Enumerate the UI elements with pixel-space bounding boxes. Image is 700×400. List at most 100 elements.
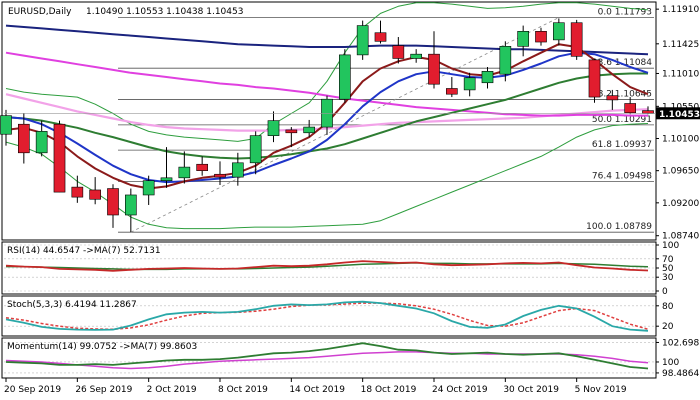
candle-body <box>410 53 422 59</box>
price-tick-label: 1.11910 <box>662 5 699 15</box>
fib-trendline <box>130 17 560 233</box>
candle <box>624 97 636 115</box>
candle <box>606 89 619 110</box>
candle-body <box>606 95 619 101</box>
candle-body <box>178 166 191 179</box>
candle <box>125 188 137 233</box>
rsi-label: RSI(14) 44.6547 ->MA(7) 52.7131 <box>7 246 161 256</box>
candle <box>374 20 387 44</box>
candle <box>356 20 369 60</box>
price-tick-label: 1.08740 <box>662 232 699 242</box>
price-tick-label: 1.11425 <box>662 40 699 50</box>
date-label: 14 Oct 2019 <box>289 385 345 395</box>
price-tick-label: 1.10100 <box>662 135 699 145</box>
stoch-panel: 80 20 Stoch(5,3,3) 6.4194 11.2867 <box>1 295 674 337</box>
candle <box>339 49 351 103</box>
candle <box>196 156 208 176</box>
chart-title: EURUSD,Daily <box>8 7 72 17</box>
price-panel: 1.119101.114251.110101.105501.101001.096… <box>0 1 700 242</box>
price-tick-label: 1.09650 <box>662 167 699 177</box>
candle <box>499 41 512 82</box>
date-label: 18 Oct 2019 <box>361 385 417 395</box>
date-label: 30 Oct 2019 <box>503 385 559 395</box>
candle <box>18 113 30 164</box>
candle <box>35 120 48 157</box>
candle-body <box>392 45 405 59</box>
date-label: 26 Sep 2019 <box>75 385 132 395</box>
candle-body <box>196 163 208 171</box>
candle <box>446 77 458 98</box>
candle <box>410 49 422 63</box>
momentum-main-line <box>5 342 649 370</box>
ma-line-green <box>5 72 648 160</box>
rsi-tick-label: 50 <box>662 264 674 274</box>
candle-body <box>588 59 601 98</box>
candle <box>249 131 262 175</box>
candle-body <box>481 71 494 84</box>
candle-body <box>125 194 137 216</box>
candle <box>481 67 494 89</box>
candle-body <box>446 88 458 95</box>
candle <box>570 19 583 60</box>
rsi-tick-label: 70 <box>662 255 674 265</box>
ma-line-magenta <box>5 51 648 117</box>
fib-level-label: 0.0 1.11793 <box>598 8 652 18</box>
candle-body <box>356 25 369 56</box>
ohlc-readout: 1.10490 1.10553 1.10438 1.10453 <box>86 7 243 17</box>
fib-level-label: 61.8 1.09937 <box>592 140 652 150</box>
date-label: 20 Sep 2019 <box>4 385 61 395</box>
momentum-tick-label: 98.4864 <box>662 369 699 379</box>
candle <box>285 127 298 148</box>
candle <box>0 109 12 146</box>
candle-body <box>214 173 226 178</box>
rsi-tick-label: 0 <box>662 287 668 297</box>
candle-body <box>71 186 84 198</box>
current-price-box <box>656 107 700 120</box>
fib-level-label: 100.0 1.08789 <box>586 222 652 232</box>
momentum-tick-label: 100 <box>662 358 679 368</box>
candle-body <box>249 135 262 164</box>
stoch-label: Stoch(5,3,3) 6.4194 11.2867 <box>7 300 137 310</box>
candle-body <box>107 188 119 216</box>
candle <box>107 184 119 228</box>
stoch-tick-label: 80 <box>662 302 674 312</box>
candle <box>535 27 547 46</box>
candle-body <box>35 131 48 154</box>
candle-body <box>18 123 30 154</box>
stoch-main-line <box>5 300 649 332</box>
candle <box>178 151 191 184</box>
date-label: 2 Oct 2019 <box>147 385 197 395</box>
candle-body <box>570 22 583 57</box>
candle-body <box>463 77 476 91</box>
fib-level-label: 38.2 1.10645 <box>592 90 652 100</box>
momentum-label: Momentum(14) 99.0752 ->MA(7) 99.8603 <box>7 342 197 352</box>
candle-body <box>142 180 155 196</box>
candle <box>71 175 84 203</box>
rsi-tick-label: 100 <box>662 241 679 251</box>
ma-line-blue <box>5 51 649 184</box>
current-price-label: 1.10453 <box>659 110 700 120</box>
candle <box>267 111 280 143</box>
candle-body <box>53 123 66 193</box>
date-label: 5 Nov 2019 <box>575 385 627 395</box>
candle-body <box>0 115 12 135</box>
candle <box>517 25 529 57</box>
candle-body <box>339 54 351 100</box>
fib-level-label: 76.4 1.09498 <box>592 172 652 182</box>
momentum-tick-label: 102.6987 <box>662 338 700 348</box>
candle <box>553 18 565 46</box>
candle-body <box>303 126 315 134</box>
date-axis: 20 Sep 2019 26 Sep 2019 2 Oct 2019 8 Oct 20… <box>4 378 627 395</box>
candle <box>588 58 601 103</box>
candle <box>89 177 101 205</box>
date-label: 24 Oct 2019 <box>432 385 488 395</box>
candle-body <box>517 31 529 47</box>
candle-body <box>285 129 298 134</box>
candle-body <box>428 53 440 85</box>
ma-line-darkblue <box>5 24 649 56</box>
candle-body <box>160 177 173 181</box>
candle <box>214 161 226 185</box>
